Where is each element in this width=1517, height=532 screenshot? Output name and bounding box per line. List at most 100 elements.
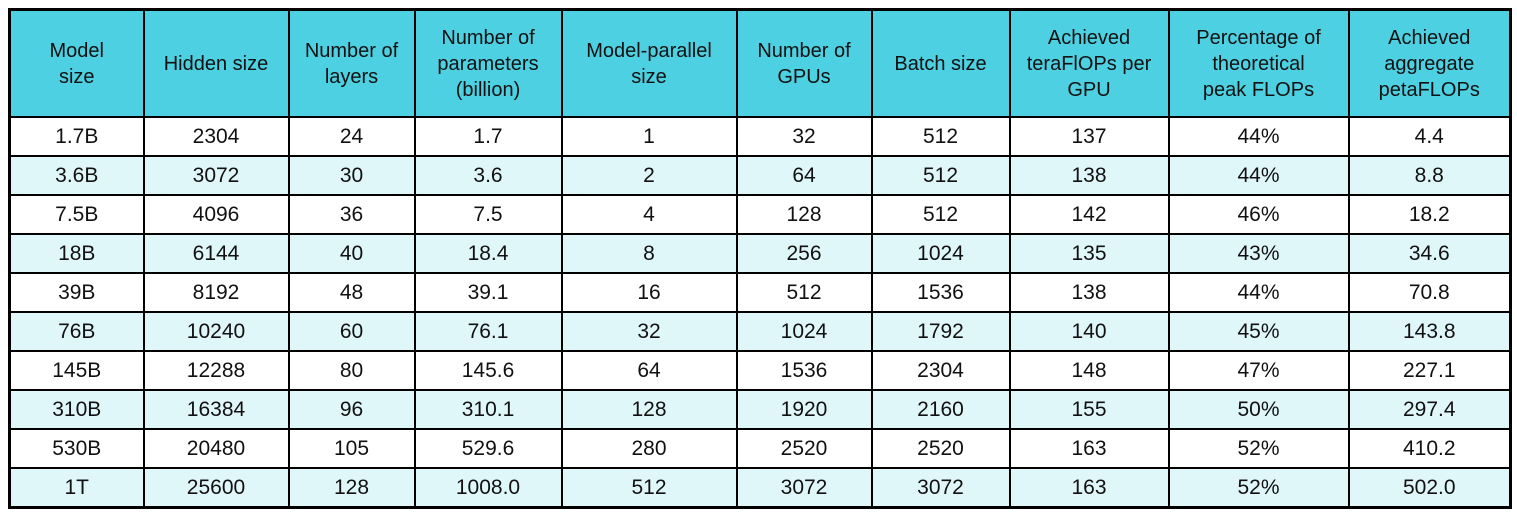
table-cell: 40 [287, 233, 416, 274]
header-cell-label: Achieved aggregate petaFLOPs [1378, 26, 1480, 101]
table-cell: 52% [1167, 428, 1350, 469]
table-cell: 52% [1167, 467, 1350, 509]
table-cell: 512 [560, 467, 738, 509]
table-cell: 128 [287, 467, 416, 509]
table-cell: 32 [735, 116, 873, 157]
table-cell: 410.2 [1347, 428, 1512, 469]
table-cell: 256 [735, 233, 873, 274]
header-cell-label: Hidden size [163, 52, 269, 75]
header-cell-label: Percentage of theoretical peak FLOPs [1196, 26, 1321, 101]
table-cell: 44% [1167, 272, 1350, 313]
table-cell: 145B [8, 350, 145, 391]
table-cell: 18B [8, 233, 145, 274]
table-cell: 148 [1008, 350, 1170, 391]
table-cell: 45% [1167, 311, 1350, 352]
table-cell: 1008.0 [413, 467, 563, 509]
table-cell: 143.8 [1347, 311, 1512, 352]
table-cell: 512 [870, 194, 1011, 235]
table-cell: 3072 [870, 467, 1011, 509]
table-cell: 16 [560, 272, 738, 313]
table-row: 39B 8192 48 39.1 16 512 1536 138 44% 70.… [8, 272, 1512, 313]
table-cell: 530B [8, 428, 145, 469]
header-cell-label: Model-parallel size [586, 39, 712, 88]
header-cell-label: Number of GPUs [757, 39, 851, 88]
table-cell: 142 [1008, 194, 1170, 235]
table-cell: 163 [1008, 467, 1170, 509]
table-cell: 34.6 [1347, 233, 1512, 274]
table-cell: 96 [287, 389, 416, 430]
model-scaling-table: Model size Hidden size Number of layers … [8, 8, 1512, 509]
table-cell: 163 [1008, 428, 1170, 469]
table-cell: 529.6 [413, 428, 563, 469]
table-row: 7.5B 4096 36 7.5 4 128 512 142 46% 18.2 [8, 194, 1512, 235]
table-cell: 24 [287, 116, 416, 157]
table-cell: 3072 [735, 467, 873, 509]
table-cell: 1536 [735, 350, 873, 391]
table-cell: 2520 [870, 428, 1011, 469]
header-cell-label: Number of layers [304, 39, 399, 88]
table-cell: 70.8 [1347, 272, 1512, 313]
header-cell-col-9: Percentage of theoretical peak FLOPs [1167, 8, 1350, 118]
header-cell-label: Batch size [894, 52, 987, 75]
table-cell: 76.1 [413, 311, 563, 352]
table-cell: 1.7 [413, 116, 563, 157]
table-cell: 1024 [735, 311, 873, 352]
table-cell: 36 [287, 194, 416, 235]
table-cell: 227.1 [1347, 350, 1512, 391]
table-cell: 3.6 [413, 155, 563, 196]
table-row: 76B 10240 60 76.1 32 1024 1792 140 45% 1… [8, 311, 1512, 352]
table-cell: 1792 [870, 311, 1011, 352]
table-cell: 64 [560, 350, 738, 391]
table-cell: 39.1 [413, 272, 563, 313]
table-cell: 80 [287, 350, 416, 391]
table-cell: 512 [870, 116, 1011, 157]
header-row: Model size Hidden size Number of layers … [8, 8, 1512, 118]
table-cell: 46% [1167, 194, 1350, 235]
table-cell: 310B [8, 389, 145, 430]
table-row: 3.6B 3072 30 3.6 2 64 512 138 44% 8.8 [8, 155, 1512, 196]
table-cell: 43% [1167, 233, 1350, 274]
header-cell-col-8: Achieved teraFlOPs per GPU [1008, 8, 1170, 118]
table-cell: 39B [8, 272, 145, 313]
table-row: 1T 25600 128 1008.0 512 3072 3072 163 52… [8, 467, 1512, 509]
table-cell: 8.8 [1347, 155, 1512, 196]
table-cell: 138 [1008, 155, 1170, 196]
table-cell: 138 [1008, 272, 1170, 313]
table-cell: 1536 [870, 272, 1011, 313]
table-cell: 1.7B [8, 116, 145, 157]
table-cell: 2520 [735, 428, 873, 469]
table-cell: 10240 [142, 311, 290, 352]
table-cell: 2 [560, 155, 738, 196]
table-row: 145B 12288 80 145.6 64 1536 2304 148 47%… [8, 350, 1512, 391]
table-cell: 1 [560, 116, 738, 157]
table-cell: 137 [1008, 116, 1170, 157]
header-cell-col-3: Number of layers [287, 8, 416, 118]
table-cell: 155 [1008, 389, 1170, 430]
table-row: 310B 16384 96 310.1 128 1920 2160 155 50… [8, 389, 1512, 430]
table-cell: 60 [287, 311, 416, 352]
table-cell: 47% [1167, 350, 1350, 391]
table-cell: 7.5 [413, 194, 563, 235]
table-cell: 512 [735, 272, 873, 313]
table-cell: 32 [560, 311, 738, 352]
table-row: 1.7B 2304 24 1.7 1 32 512 137 44% 4.4 [8, 116, 1512, 157]
table-cell: 48 [287, 272, 416, 313]
table-cell: 1T [8, 467, 145, 509]
header-cell-label: Model size [49, 39, 104, 88]
header-cell-col-2: Hidden size [142, 8, 290, 118]
table-cell: 2160 [870, 389, 1011, 430]
header-cell-col-10: Achieved aggregate petaFLOPs [1347, 8, 1512, 118]
table-body: 1.7B 2304 24 1.7 1 32 512 137 44% 4.4 3.… [8, 116, 1512, 509]
table-cell: 105 [287, 428, 416, 469]
table-cell: 50% [1167, 389, 1350, 430]
table-cell: 135 [1008, 233, 1170, 274]
table-cell: 6144 [142, 233, 290, 274]
header-cell-col-6: Number of GPUs [735, 8, 873, 118]
table-cell: 297.4 [1347, 389, 1512, 430]
table-cell: 30 [287, 155, 416, 196]
table-cell: 18.2 [1347, 194, 1512, 235]
table-cell: 16384 [142, 389, 290, 430]
table-cell: 1920 [735, 389, 873, 430]
table-cell: 8 [560, 233, 738, 274]
table-cell: 1024 [870, 233, 1011, 274]
